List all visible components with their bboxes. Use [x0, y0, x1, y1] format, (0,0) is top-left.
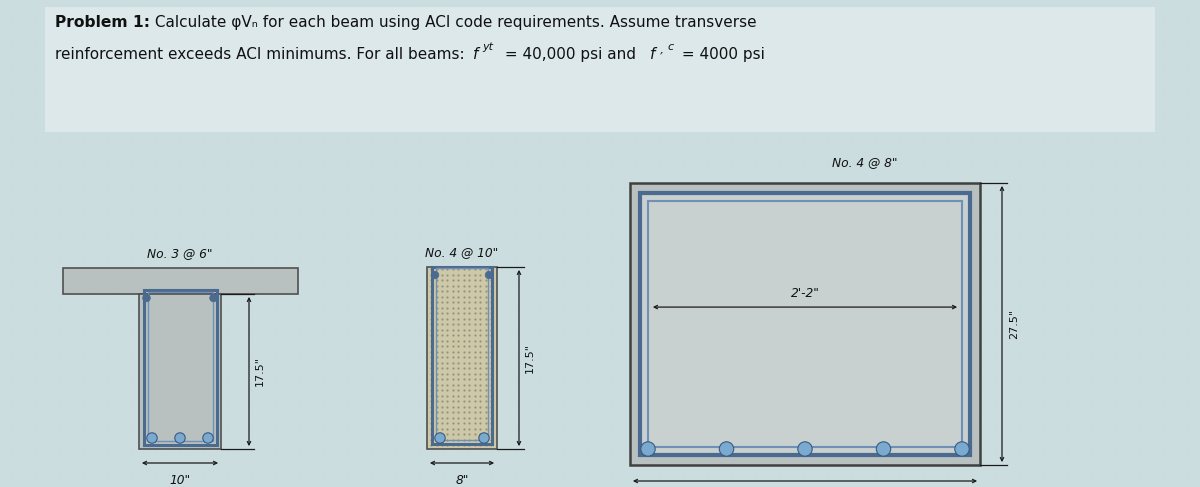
Text: = 4000 psi: = 4000 psi: [677, 47, 764, 62]
Text: 17.5": 17.5": [256, 356, 265, 387]
Bar: [436, 268, 488, 440]
Bar: [432, 267, 492, 444]
Bar: [660, 213, 950, 435]
Text: No. 4 @ 8": No. 4 @ 8": [833, 156, 898, 169]
Bar: [427, 267, 497, 449]
Text: Calculate φVₙ for each beam using ACI code requirements. Assume transverse: Calculate φVₙ for each beam using ACI co…: [150, 15, 757, 30]
Text: f: f: [473, 47, 479, 62]
Bar: [648, 201, 962, 447]
Text: f: f: [650, 47, 655, 62]
Text: c: c: [667, 41, 673, 52]
Text: 2'-2": 2'-2": [791, 287, 820, 300]
Text: yt: yt: [482, 41, 493, 52]
Circle shape: [876, 442, 890, 456]
Text: = 40,000 psi and: = 40,000 psi and: [500, 47, 641, 62]
Text: 27.5": 27.5": [1009, 309, 1019, 339]
Circle shape: [719, 442, 733, 456]
Bar: [144, 290, 216, 445]
Circle shape: [798, 442, 812, 456]
Bar: [630, 183, 980, 465]
Bar: [139, 294, 221, 449]
Circle shape: [641, 442, 655, 456]
Text: 10": 10": [169, 474, 191, 487]
Circle shape: [479, 433, 490, 443]
Circle shape: [485, 271, 493, 279]
Bar: [62, 268, 298, 294]
Text: No. 3 @ 6": No. 3 @ 6": [148, 247, 212, 260]
Circle shape: [143, 294, 150, 302]
Circle shape: [175, 433, 185, 443]
Circle shape: [203, 433, 214, 443]
Text: reinforcement exceeds ACI minimums. For all beams:: reinforcement exceeds ACI minimums. For …: [55, 47, 474, 62]
Text: No. 4 @ 10": No. 4 @ 10": [425, 246, 499, 259]
Circle shape: [146, 433, 157, 443]
Bar: [148, 292, 212, 441]
Circle shape: [955, 442, 970, 456]
Circle shape: [210, 294, 217, 302]
Text: ′: ′: [660, 50, 662, 64]
Bar: [640, 193, 970, 455]
Circle shape: [434, 433, 445, 443]
Bar: [46, 7, 1154, 132]
Text: 8": 8": [455, 474, 469, 487]
Circle shape: [431, 271, 439, 279]
Text: 17.5": 17.5": [526, 343, 535, 373]
Text: Problem 1:: Problem 1:: [55, 15, 150, 30]
